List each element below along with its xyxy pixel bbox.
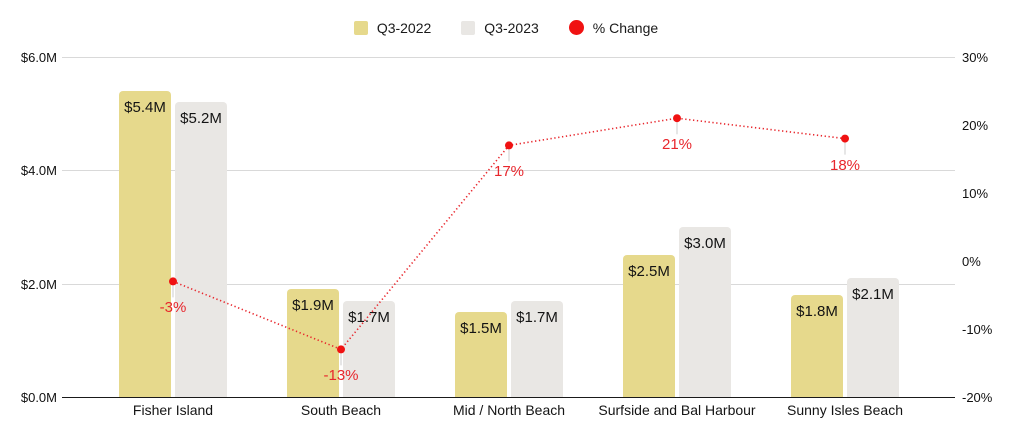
bar-q3-2023-sunny-isles-beach[interactable] [847, 278, 899, 397]
left-axis-tick-0-0m: $0.0M [20, 390, 57, 405]
right-axis-tick-10: 10% [962, 186, 989, 201]
pct-change-point-surfside-and-bal-harbour[interactable] [673, 114, 681, 123]
pct-change-dot-icon [568, 20, 584, 35]
bar-value-q3-2022-sunny-isles-beach: $1.8M [796, 303, 838, 320]
q3-2022-swatch-icon [353, 20, 368, 35]
right-axis-tick-20: 20% [962, 118, 989, 133]
category-label-surfside-and-bal-harbour: Surfside and Bal Harbour [598, 402, 756, 418]
q3-2023-swatch-icon [461, 20, 476, 35]
left-axis-tick-6-0m: $6.0M [20, 50, 57, 65]
bar-q3-2022-fisher-island[interactable] [119, 91, 171, 397]
left-axis-tick-2-0m: $2.0M [20, 276, 57, 292]
category-label-south-beach: South Beach [300, 402, 382, 418]
pct-change-label-south-beach: -13% [323, 367, 359, 385]
bar-value-q3-2023-sunny-isles-beach: $2.1M [852, 286, 894, 303]
pct-change-point-fisher-island[interactable] [169, 277, 177, 286]
right-axis-tick-0: 0% [962, 254, 981, 269]
bar-value-q3-2023-fisher-island: $5.2M [180, 110, 222, 128]
legend-item-q3-2023[interactable]: Q3-2023 [461, 19, 539, 36]
pct-change-label-sunny-isles-beach: 18% [829, 156, 861, 174]
right-axis-tick-10: -10% [962, 322, 993, 337]
x-axis-line [62, 397, 955, 398]
category-label-sunny-isles-beach: Sunny Isles Beach [787, 402, 903, 418]
bar-q3-2023-surfside-and-bal-harbour[interactable] [679, 227, 731, 397]
bar-value-q3-2023-mid-north-beach: $1.7M [516, 308, 558, 326]
legend-item-q3-2022[interactable]: Q3-2022 [353, 19, 432, 36]
legend-label-pct-change: % Change [592, 19, 659, 36]
gridline-6-0m [62, 57, 955, 58]
bar-value-q3-2023-surfside-and-bal-harbour: $3.0M [684, 235, 726, 252]
left-axis-tick-4-0m: $4.0M [20, 163, 57, 179]
pct-change-label-mid-north-beach: 17% [493, 163, 525, 181]
legend-label-q3-2022: Q3-2022 [376, 19, 432, 36]
legend-label-q3-2023: Q3-2023 [484, 19, 539, 36]
pct-change-label-surfside-and-bal-harbour: 21% [661, 136, 693, 154]
pct-change-point-sunny-isles-beach[interactable] [841, 134, 849, 143]
pct-change-point-mid-north-beach[interactable] [505, 141, 513, 150]
bar-q3-2023-fisher-island[interactable] [175, 102, 227, 397]
legend-item-pct-change[interactable]: % Change [568, 19, 659, 36]
right-axis-tick-20: -20% [962, 390, 993, 405]
right-axis-tick-30: 30% [962, 50, 989, 65]
category-label-fisher-island: Fisher Island [132, 402, 214, 418]
pct-change-label-fisher-island: -3% [159, 299, 187, 317]
chart-legend: Q3-2022 Q3-2023 % Change [0, 20, 1012, 35]
pct-change-point-south-beach[interactable] [337, 345, 345, 354]
bar-value-q3-2022-fisher-island: $5.4M [124, 99, 166, 116]
category-label-mid-north-beach: Mid / North Beach [452, 402, 566, 418]
bar-value-q3-2022-surfside-and-bal-harbour: $2.5M [628, 263, 670, 281]
bar-value-q3-2023-south-beach: $1.7M [348, 308, 390, 326]
